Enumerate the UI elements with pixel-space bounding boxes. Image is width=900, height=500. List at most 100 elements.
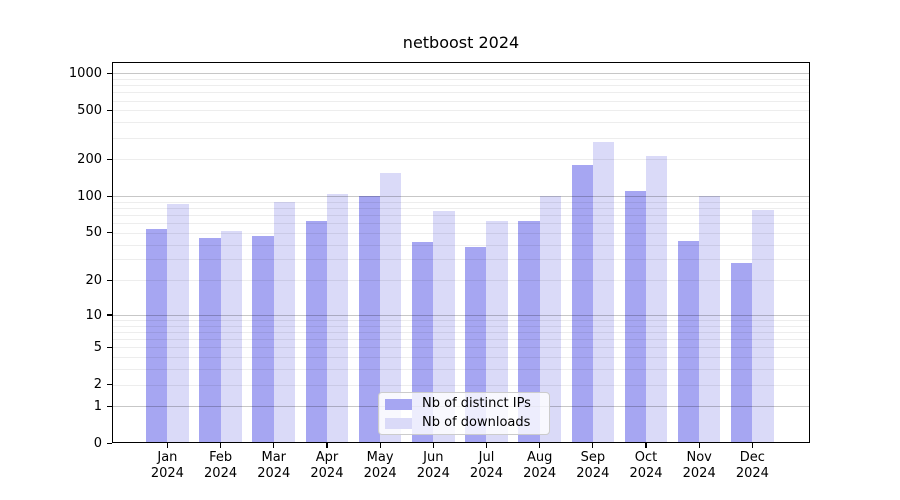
x-tick-label-mar: Mar 2024 xyxy=(242,450,306,482)
bar-nb-of-downloads-sep xyxy=(592,141,615,444)
x-tick-label-dec: Dec 2024 xyxy=(720,450,784,482)
y-tick-label-0: 0 xyxy=(93,436,102,451)
gridline-minor-9 xyxy=(112,320,810,322)
gridline-minor-500 xyxy=(112,110,810,112)
bar-nb-of-distinct-ips-feb xyxy=(199,238,221,444)
x-tick-label-apr: Apr 2024 xyxy=(295,450,359,482)
y-tick-label-1: 1 xyxy=(93,398,102,414)
y-tick-label-2: 2 xyxy=(93,377,102,393)
x-tick-year: 2024 xyxy=(363,466,397,481)
x-tick-year: 2024 xyxy=(416,466,450,481)
bar-nb-of-distinct-ips-may xyxy=(358,196,381,444)
x-tick-nov xyxy=(698,443,700,448)
x-tick-year: 2024 xyxy=(523,466,557,481)
x-tick-sep xyxy=(592,443,594,448)
x-tick-month: Jan xyxy=(157,450,178,465)
bar-nb-of-distinct-ips-aug xyxy=(518,220,540,444)
x-tick-jul xyxy=(485,443,488,448)
bar-nb-of-distinct-ips-mar xyxy=(252,236,274,444)
x-tick-apr xyxy=(326,443,328,448)
bar-nb-of-downloads-dec xyxy=(752,210,774,444)
y-tick-1 xyxy=(107,405,112,407)
bar-nb-of-distinct-ips-apr xyxy=(305,221,327,444)
bar-nb-of-distinct-ips-nov xyxy=(677,240,700,444)
gridline-minor-7 xyxy=(112,332,810,334)
gridline-minor-6 xyxy=(112,339,810,341)
legend-row-downloads: Nb of downloads xyxy=(385,415,543,431)
x-tick-label-feb: Feb 2024 xyxy=(189,450,253,482)
x-tick-year: 2024 xyxy=(150,466,184,481)
gridline-minor-8 xyxy=(112,325,810,327)
legend: Nb of distinct IPs Nb of downloads xyxy=(378,392,550,435)
bar-nb-of-distinct-ips-jan xyxy=(146,228,168,444)
y-tick-2 xyxy=(107,384,112,386)
x-tick-may xyxy=(379,443,381,448)
y-tick-label-200: 200 xyxy=(77,151,102,167)
y-tick-label-5: 5 xyxy=(93,339,102,355)
x-tick-label-sep: Sep 2024 xyxy=(561,450,625,482)
y-tick-5 xyxy=(107,346,112,349)
bar-nb-of-downloads-may xyxy=(380,172,402,444)
legend-label-distinct-ips: Nb of distinct IPs xyxy=(422,396,531,411)
y-tick-label-10: 10 xyxy=(85,307,102,323)
x-tick-year: 2024 xyxy=(204,466,238,481)
y-tick-200 xyxy=(107,158,112,160)
bar-nb-of-downloads-mar xyxy=(273,201,296,444)
x-tick-mar xyxy=(273,443,275,448)
x-tick-year: 2024 xyxy=(469,466,504,481)
legend-row-distinct-ips: Nb of distinct IPs xyxy=(385,396,543,412)
gridline-minor-200 xyxy=(112,159,810,161)
gridline-minor-60 xyxy=(112,223,810,225)
gridline-minor-4 xyxy=(112,357,810,359)
gridline-minor-40 xyxy=(112,244,810,246)
x-tick-label-aug: Aug 2024 xyxy=(508,450,572,482)
bar-nb-of-distinct-ips-oct xyxy=(624,190,647,444)
gridline-minor-2 xyxy=(112,384,810,386)
x-tick-label-nov: Nov 2024 xyxy=(667,450,731,482)
bar-nb-of-distinct-ips-dec xyxy=(731,263,753,444)
legend-swatch-downloads xyxy=(385,417,412,429)
bar-nb-of-downloads-apr xyxy=(326,193,349,444)
bar-nb-of-downloads-jul xyxy=(486,221,508,444)
bar-nb-of-downloads-oct xyxy=(646,155,668,444)
x-tick-feb xyxy=(219,443,222,448)
gridline-minor-50 xyxy=(112,232,810,234)
gridline-major-10 xyxy=(112,315,810,316)
legend-swatch-distinct-ips xyxy=(385,398,412,410)
y-tick-label-20: 20 xyxy=(85,272,102,288)
y-tick-label-50: 50 xyxy=(85,225,102,241)
bar-nb-of-distinct-ips-sep xyxy=(571,164,593,444)
x-tick-oct xyxy=(645,443,647,448)
x-tick-month: Mar xyxy=(261,450,287,465)
gridline-minor-400 xyxy=(112,122,810,124)
bar-nb-of-downloads-aug xyxy=(539,196,561,444)
x-tick-year: 2024 xyxy=(629,466,663,481)
x-tick-month: Apr xyxy=(315,450,339,465)
x-tick-jun xyxy=(432,443,434,448)
x-tick-label-jan: Jan 2024 xyxy=(135,450,199,482)
y-tick-500 xyxy=(107,109,112,111)
x-tick-dec xyxy=(751,443,753,448)
y-tick-50 xyxy=(107,232,112,234)
y-tick-0 xyxy=(107,442,112,445)
x-tick-year: 2024 xyxy=(257,466,291,481)
x-tick-month: Jul xyxy=(478,450,495,465)
y-tick-20 xyxy=(107,279,112,281)
chart-title: netboost 2024 xyxy=(402,33,520,52)
plot-area: Nb of distinct IPs Nb of downloads xyxy=(112,62,810,444)
y-tick-100 xyxy=(107,195,112,197)
bar-nb-of-downloads-feb xyxy=(220,230,242,444)
gridline-minor-30 xyxy=(112,259,810,261)
x-tick-year: 2024 xyxy=(310,466,344,481)
legend-label-downloads: Nb of downloads xyxy=(422,415,531,430)
x-tick-year: 2024 xyxy=(576,466,610,481)
x-tick-year: 2024 xyxy=(735,466,769,481)
x-tick-label-oct: Oct 2024 xyxy=(614,450,678,482)
bar-nb-of-downloads-jan xyxy=(167,203,189,444)
gridline-minor-300 xyxy=(112,137,810,139)
x-tick-month: May xyxy=(366,450,394,465)
gridline-minor-90 xyxy=(112,201,810,203)
gridline-minor-900 xyxy=(112,78,810,80)
gridline-minor-20 xyxy=(112,280,810,282)
gridline-minor-5 xyxy=(112,347,810,349)
